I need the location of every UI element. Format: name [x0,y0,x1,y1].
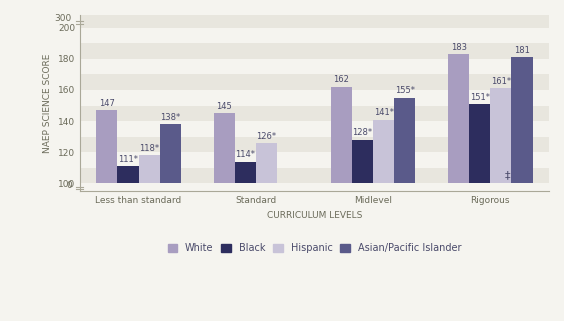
Y-axis label: NAEP SCIENCE SCORE: NAEP SCIENCE SCORE [43,54,52,153]
Bar [512,57,532,184]
Text: 162: 162 [333,75,349,84]
Text: 151*: 151* [470,93,490,102]
Text: 300: 300 [54,14,72,23]
Text: 126*: 126* [256,132,276,141]
Bar [80,20,549,28]
Bar [469,104,490,184]
Bar [256,143,277,184]
Text: 138*: 138* [160,113,180,122]
Text: 128*: 128* [352,128,373,137]
Bar [352,140,373,184]
Bar [139,155,160,184]
Bar [331,87,352,184]
Bar [160,124,180,184]
Bar [235,162,256,184]
Bar [448,54,469,184]
Bar [394,98,415,184]
Text: 118*: 118* [139,144,159,153]
Bar [373,119,394,184]
Bar [80,43,549,59]
Bar [80,137,549,152]
Text: 114*: 114* [235,150,255,159]
Bar [96,110,117,184]
Text: 145: 145 [216,102,232,111]
Bar [80,168,549,184]
Text: 161*: 161* [491,77,511,86]
Bar [490,88,512,184]
Text: ‡: ‡ [505,170,510,180]
Bar [80,12,549,28]
Text: 141*: 141* [373,108,394,117]
Text: 181: 181 [514,46,530,55]
Text: 155*: 155* [395,86,415,95]
Bar [214,113,235,184]
Legend: White, Black, Hispanic, Asian/Pacific Islander: White, Black, Hispanic, Asian/Pacific Is… [168,243,461,253]
Bar [80,106,549,121]
Bar [80,74,549,90]
Text: 147: 147 [99,99,115,108]
Text: 183: 183 [451,43,466,52]
Text: 0: 0 [66,180,72,189]
Bar [117,166,139,184]
X-axis label: CURRICULUM LEVELS: CURRICULUM LEVELS [267,211,362,220]
Text: 111*: 111* [118,155,138,164]
